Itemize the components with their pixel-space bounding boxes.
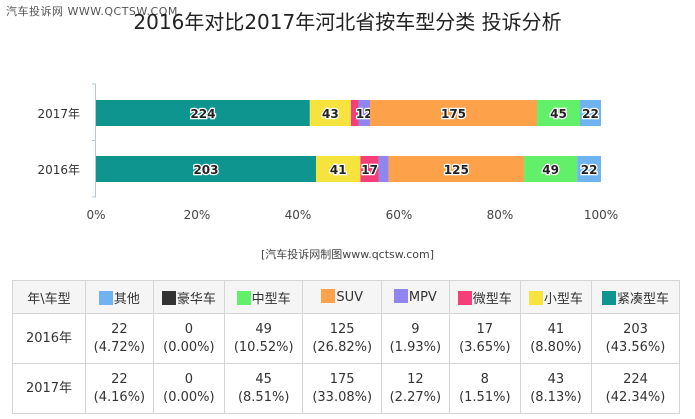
data-label: 41 [330,163,347,177]
col-header: 紧凑型车 [591,280,680,314]
bar-segment [537,100,580,126]
table-cell: 41 (8.80%) [519,313,593,364]
data-label: 49 [542,163,559,177]
table-cell: 175 (33.08%) [302,363,382,414]
table-cell: 0 (0.00%) [152,363,225,414]
watermark: 汽车投诉网 WWW.QCTSW.COM [6,5,178,18]
table-cell: 49 (10.52%) [223,313,304,364]
table-cell: 12 (2.27%) [380,363,450,414]
x-tick-label: 0% [86,208,105,222]
bar-segment [350,100,359,126]
col-header: SUV [302,280,382,314]
swatch-icon [393,289,408,303]
data-label: 175 [441,107,466,121]
table-cell: 125 (26.82%) [302,313,382,364]
data-table: 年\车型 其他 豪华车 中型车 SUV MPV 微型车 小型车 紧凑型车 201… [12,280,680,414]
bar-segment [360,156,379,182]
data-label: 43 [322,107,339,121]
x-tick-label: 20% [184,208,211,222]
x-tick-label: 100% [584,208,618,222]
x-tick-label: 40% [285,208,312,222]
table-cell: 43 (8.13%) [519,363,593,414]
x-tick-label: 80% [487,208,514,222]
bar-segment [96,100,310,126]
row-year-label: 2016年 [12,313,86,364]
data-label: 17 [361,163,378,177]
table-row: 2016年 22 (4.72%) 0 (0.00%) 49 (10.52%) 125(… [12,313,680,364]
table-cell: 45 (8.51%) [223,363,304,414]
swatch-icon [236,290,251,305]
col-header: 豪华车 [152,280,225,314]
col-header: 小型车 [519,280,593,314]
col-header: 微型车 [448,280,521,314]
chart-title: 2016年对比2017年河北省按车型分类 投诉分析 [133,10,562,34]
bar-segment [577,156,601,182]
data-label: 203 [193,163,218,177]
bar-segment [369,100,538,126]
bar-segment [388,156,525,182]
swatch-icon [98,290,113,305]
table-cell: 9 (1.93%) [380,313,450,364]
data-label: 12 [356,107,373,121]
swatch-icon [457,290,472,305]
stacked-bar-chart: 2017年 224 43 12 175 45 22 2016年 203 41 17 125 49 22 0%… [37,83,618,222]
bar-segment [358,100,370,126]
bar-segment [315,156,361,182]
table-cell: 203 (43.56%) [591,313,680,364]
bar-segment [524,156,578,182]
bar-segment [579,100,601,126]
table-cell: 224 (42.34%) [591,363,680,414]
table-cell: 22 (4.72%) [85,313,154,364]
swatch-icon [528,290,543,305]
data-label: 125 [444,163,469,177]
category-label: 2016年 [37,163,80,177]
x-tick-label: 60% [386,208,413,222]
bar-segment [96,156,316,182]
data-label: 22 [581,163,598,177]
table-cell: 8 (1.51%) [448,363,521,414]
table-row: 2017年 22 (4.16%) 0 (0.00%) 45 (8.51%) 175 (3… [12,363,680,414]
table-cell: 22 (4.16%) [85,363,154,414]
col-header: MPV [380,280,450,314]
col-header: 中型车 [223,280,304,314]
data-label: 45 [550,107,567,121]
table-cell: 17 (3.65%) [448,313,521,364]
row-year-label: 2017年 [12,363,86,414]
bar-segment [309,100,351,126]
table-corner-header: 年\车型 [12,280,86,314]
swatch-icon [601,290,616,305]
table-header-row: 年\车型 其他 豪华车 中型车 SUV MPV 微型车 小型车 紧凑型车 [12,280,680,314]
table-cell: 0 (0.00%) [152,313,225,364]
swatch-icon [161,290,176,305]
col-header: 其他 [85,280,154,314]
data-label: 22 [582,107,599,121]
bar-segment [378,156,389,182]
source-caption: [汽车投诉网制图www.qctsw.com] [260,248,435,261]
data-label: 224 [190,107,215,121]
swatch-icon [321,289,336,303]
category-label: 2017年 [37,107,80,121]
